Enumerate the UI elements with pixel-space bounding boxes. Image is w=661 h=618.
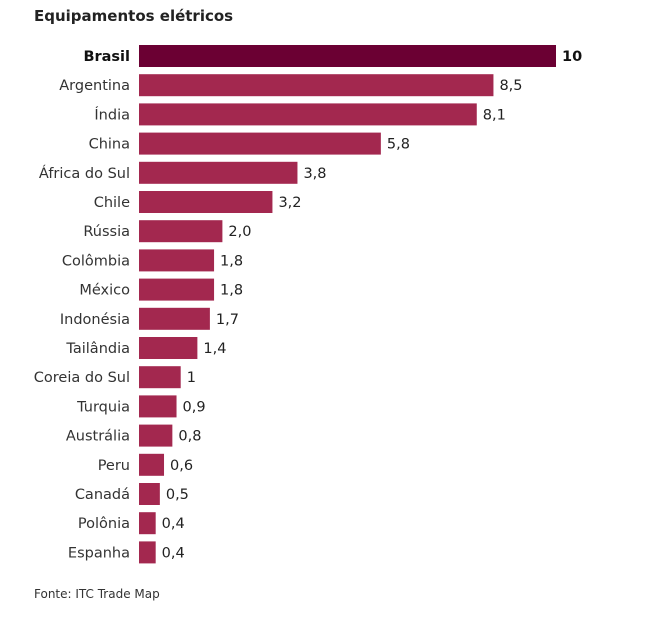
value-label-5: 3,2 [278, 195, 301, 211]
bar-11 [139, 366, 181, 389]
category-label-6: Rússia [83, 224, 130, 240]
value-label-0: 10 [562, 49, 582, 65]
bar-4 [139, 161, 298, 184]
bar-12 [139, 395, 177, 418]
bar-6 [139, 220, 223, 243]
category-label-16: Polônia [78, 516, 130, 532]
value-label-9: 1,7 [216, 312, 239, 328]
value-label-2: 8,1 [483, 107, 506, 123]
value-label-8: 1,8 [220, 283, 243, 299]
value-label-12: 0,9 [183, 399, 206, 415]
category-label-3: China [89, 137, 130, 153]
category-label-5: Chile [94, 195, 130, 211]
category-label-2: Índia [94, 106, 130, 123]
bar-14 [139, 453, 165, 476]
value-label-17: 0,4 [162, 545, 185, 561]
bar-9 [139, 307, 210, 330]
value-label-1: 8,5 [499, 78, 522, 94]
category-label-9: Indonésia [60, 312, 130, 328]
value-label-16: 0,4 [162, 516, 185, 532]
category-label-11: Coreia do Sul [34, 370, 130, 386]
bar-1 [139, 74, 494, 97]
category-label-10: Tailândia [65, 341, 130, 357]
category-label-8: México [79, 283, 130, 299]
value-label-13: 0,8 [178, 429, 201, 445]
source-note: Fonte: ITC Trade Map [34, 587, 160, 601]
bar-8 [139, 278, 215, 301]
value-label-11: 1 [187, 370, 196, 386]
value-label-4: 3,8 [303, 166, 326, 182]
category-label-13: Austrália [66, 429, 130, 445]
bar-10 [139, 337, 198, 359]
bar-3 [139, 132, 381, 155]
value-label-10: 1,4 [203, 341, 226, 357]
value-label-7: 1,8 [220, 253, 243, 269]
category-label-17: Espanha [68, 545, 130, 561]
chart-title: Equipamentos elétricos [34, 7, 234, 25]
bar-15 [139, 483, 160, 505]
value-label-15: 0,5 [166, 487, 189, 503]
bar-13 [139, 424, 173, 447]
category-label-15: Canadá [75, 487, 130, 503]
category-label-7: Colômbia [62, 253, 130, 269]
value-label-6: 2,0 [228, 224, 251, 240]
bar-17 [139, 541, 156, 564]
category-label-12: Turquia [76, 399, 130, 415]
category-label-1: Argentina [59, 78, 130, 94]
bar-7 [139, 249, 215, 272]
value-label-3: 5,8 [387, 137, 410, 153]
bar-2 [139, 103, 477, 126]
category-label-4: África do Sul [39, 165, 130, 182]
bar-16 [139, 512, 156, 535]
value-label-14: 0,6 [170, 458, 193, 474]
bar-0 [139, 45, 556, 67]
category-label-0: Brasil [83, 49, 130, 65]
category-label-14: Peru [98, 458, 130, 474]
bar-5 [139, 191, 273, 213]
